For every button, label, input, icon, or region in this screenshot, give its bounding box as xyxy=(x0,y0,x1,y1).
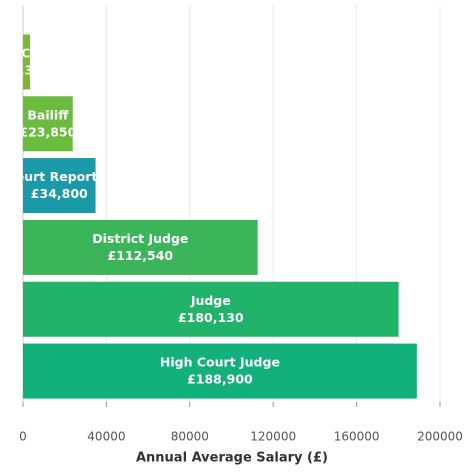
bar-value-label: £23,850 xyxy=(19,124,76,139)
x-tick-label: 40000 xyxy=(87,430,125,444)
bar xyxy=(23,34,30,90)
bar-category-label: District Judge xyxy=(92,231,188,246)
bar xyxy=(23,281,399,337)
bar-value-label: £3,350 xyxy=(2,62,51,77)
bar-value-label: £34,800 xyxy=(31,186,88,201)
x-tick-label: 200000 xyxy=(417,430,463,444)
bar-category-label: Judge xyxy=(190,293,231,308)
x-tick-label: 0 xyxy=(19,430,27,444)
bar-category-label: High Court Judge xyxy=(160,355,280,370)
x-axis-label: Annual Average Salary (£) xyxy=(136,451,328,466)
bar-value-label: £180,130 xyxy=(178,310,244,325)
x-tick-label: 80000 xyxy=(171,430,209,444)
bar-category-label: Court Reporter xyxy=(6,169,112,184)
bar-category-label: Legal Cashier xyxy=(0,45,75,60)
bar-value-label: £188,900 xyxy=(187,372,253,387)
bar-value-label: £112,540 xyxy=(108,248,174,263)
bar xyxy=(23,219,258,275)
bar xyxy=(23,96,73,152)
x-tick-label: 120000 xyxy=(250,430,296,444)
x-tick-label: 160000 xyxy=(334,430,380,444)
bar-category-label: Bailiff xyxy=(27,107,69,122)
bar xyxy=(23,158,96,214)
bar xyxy=(23,343,417,399)
